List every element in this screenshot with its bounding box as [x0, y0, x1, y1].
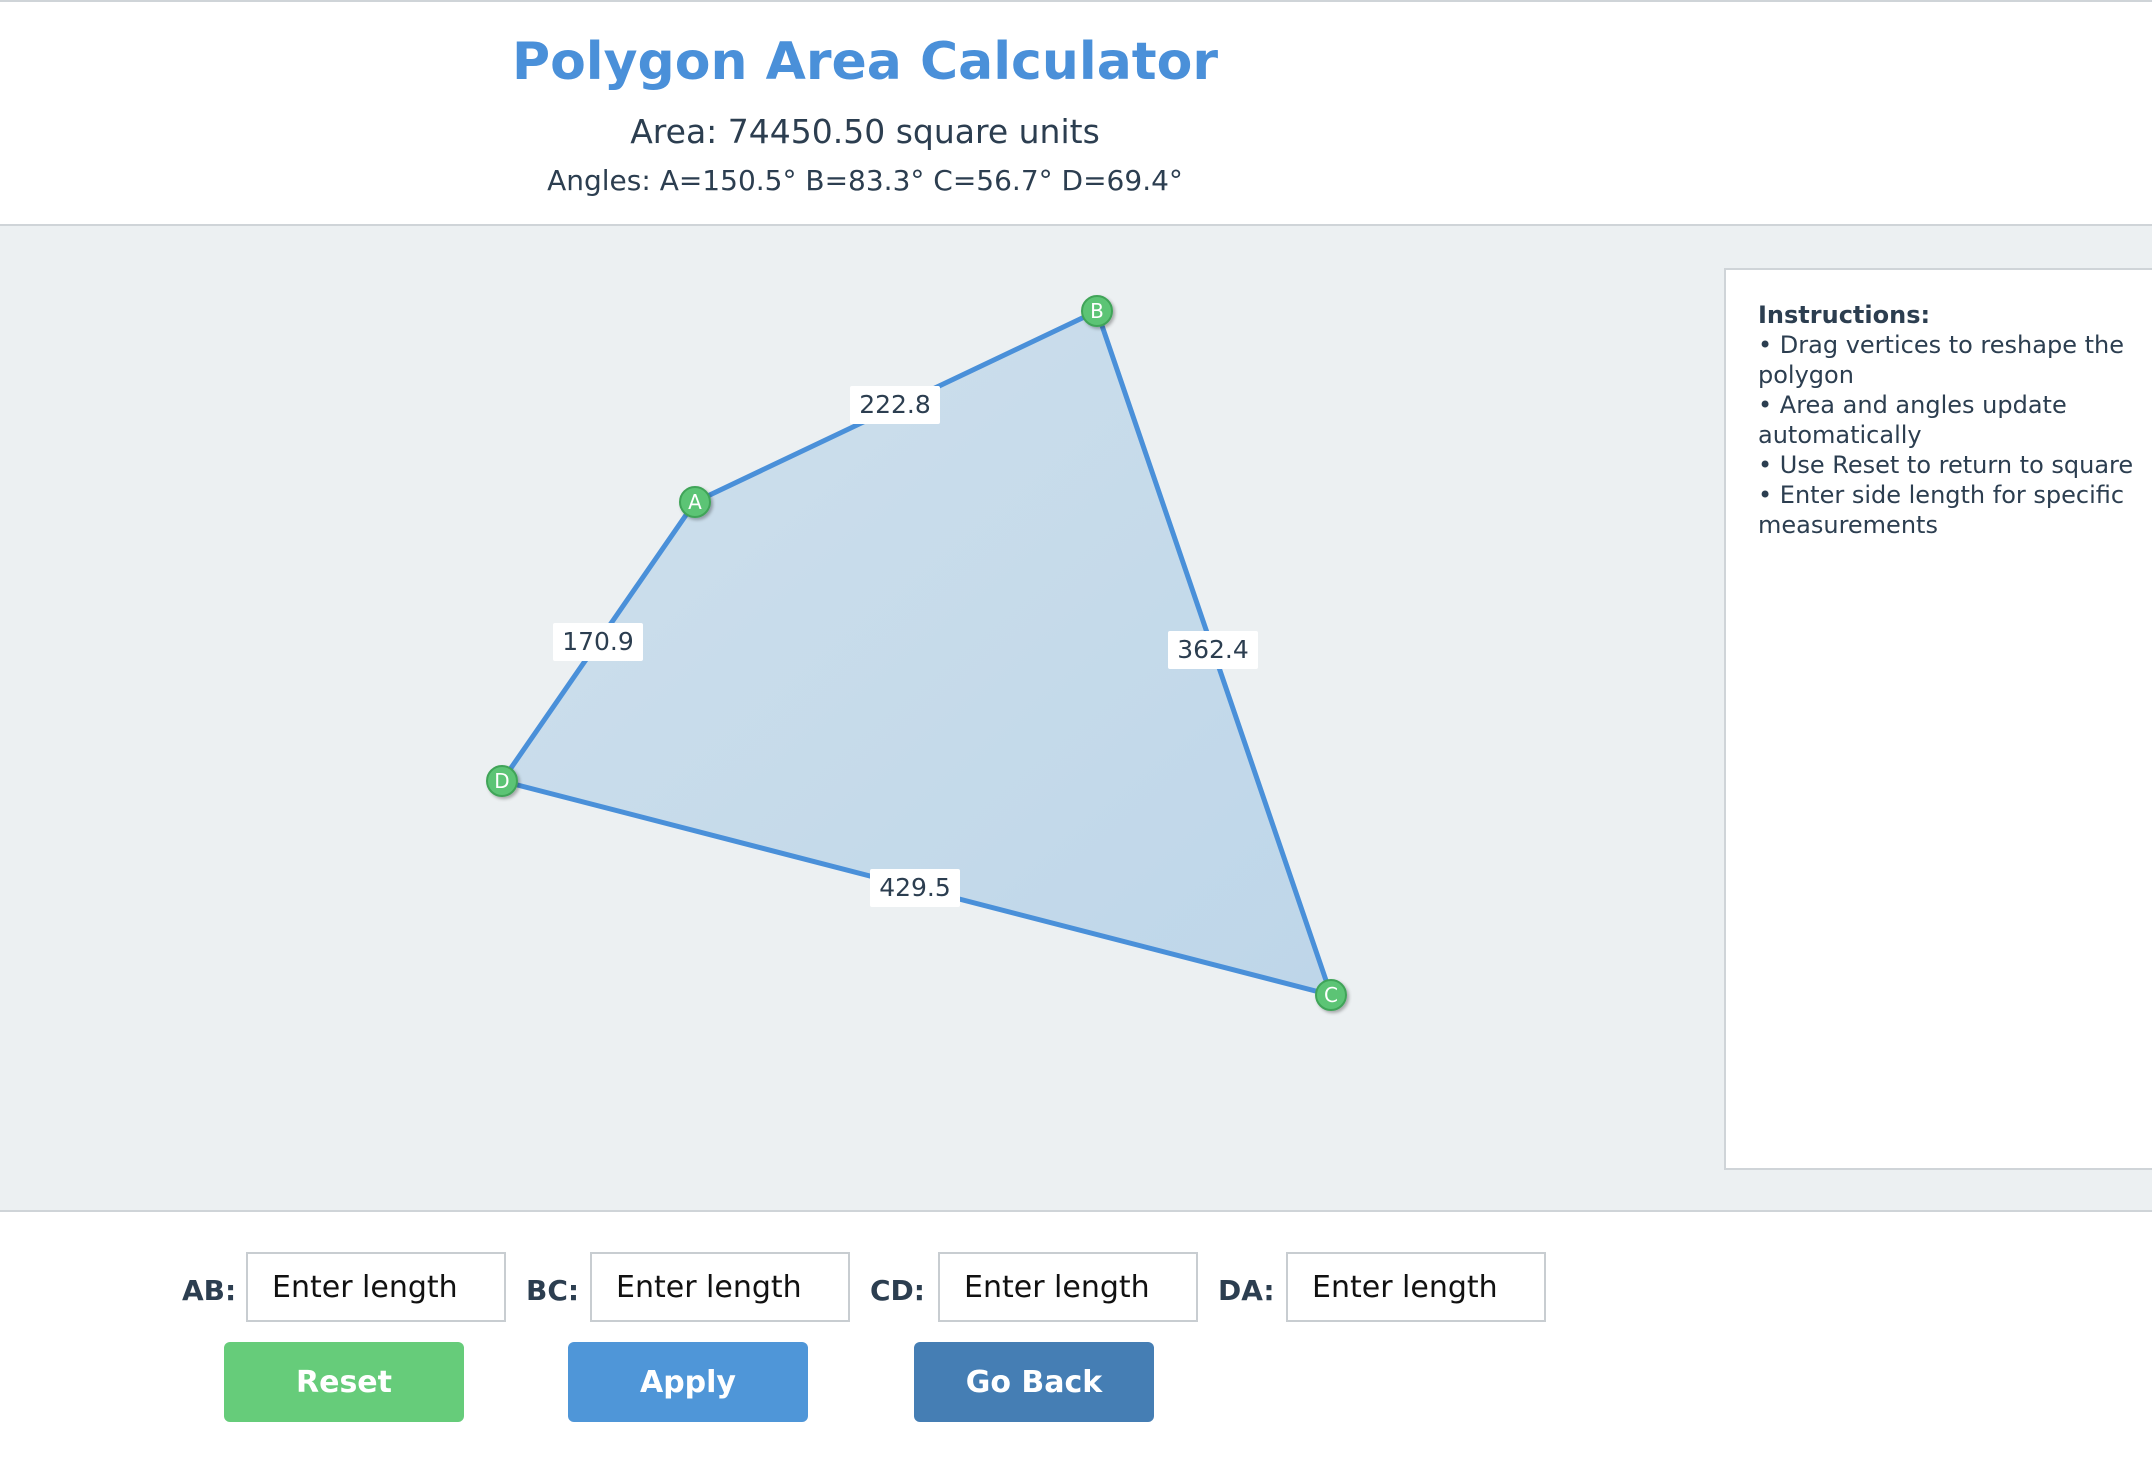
vertex-a-handle[interactable]: A: [679, 486, 711, 518]
edge-label-cd: 429.5: [870, 869, 960, 907]
instructions-title: Instructions:: [1758, 301, 1931, 329]
bc-length-input[interactable]: [590, 1252, 850, 1322]
edge-label-da: 170.9: [553, 623, 643, 661]
reset-button[interactable]: Reset: [224, 1342, 464, 1422]
instructions-line: • Area and angles update: [1758, 391, 2067, 419]
vertex-b-label: B: [1090, 299, 1104, 323]
area-readout: Area: 74450.50 square units: [630, 112, 1100, 151]
page-title: Polygon Area Calculator: [511, 32, 1219, 92]
instructions-line: polygon: [1758, 361, 1854, 389]
edge-label-bc-text: 362.4: [1177, 635, 1249, 664]
instructions-panel: Instructions: • Drag vertices to reshape…: [1724, 268, 2152, 1170]
vertex-d-label: D: [494, 769, 509, 793]
vertex-c-label: C: [1324, 983, 1338, 1007]
bc-label: BC:: [526, 1274, 580, 1307]
da-label: DA:: [1218, 1274, 1275, 1307]
cd-length-input[interactable]: [938, 1252, 1198, 1322]
edge-label-ab-text: 222.8: [859, 390, 931, 419]
header: Polygon Area Calculator Area: 74450.50 s…: [0, 0, 2152, 226]
vertex-c-handle[interactable]: C: [1315, 979, 1347, 1011]
edge-label-cd-text: 429.5: [879, 873, 951, 902]
cd-label: CD:: [870, 1274, 925, 1307]
angles-readout: Angles: A=150.5° B=83.3° C=56.7° D=69.4°: [547, 164, 1183, 197]
edge-label-ab: 222.8: [850, 386, 940, 424]
vertex-b-handle[interactable]: B: [1081, 295, 1113, 327]
edge-label-bc: 362.4: [1168, 631, 1258, 669]
vertex-d-handle[interactable]: D: [486, 765, 518, 797]
instructions-line: measurements: [1758, 511, 1938, 539]
apply-button[interactable]: Apply: [568, 1342, 808, 1422]
instructions-line: automatically: [1758, 421, 1922, 449]
edge-label-da-text: 170.9: [562, 627, 634, 656]
ab-length-input[interactable]: [246, 1252, 506, 1322]
instructions-line: • Drag vertices to reshape the: [1758, 331, 2124, 359]
vertex-a-label: A: [688, 490, 702, 514]
polygon-drawing[interactable]: 222.8 362.4 429.5 170.9 A B C D: [0, 226, 1720, 1212]
da-length-input[interactable]: [1286, 1252, 1546, 1322]
instructions-line: • Use Reset to return to square: [1758, 451, 2134, 479]
ab-label: AB:: [182, 1274, 237, 1307]
instructions-line: • Enter side length for specific: [1758, 481, 2125, 509]
go-back-button[interactable]: Go Back: [914, 1342, 1154, 1422]
